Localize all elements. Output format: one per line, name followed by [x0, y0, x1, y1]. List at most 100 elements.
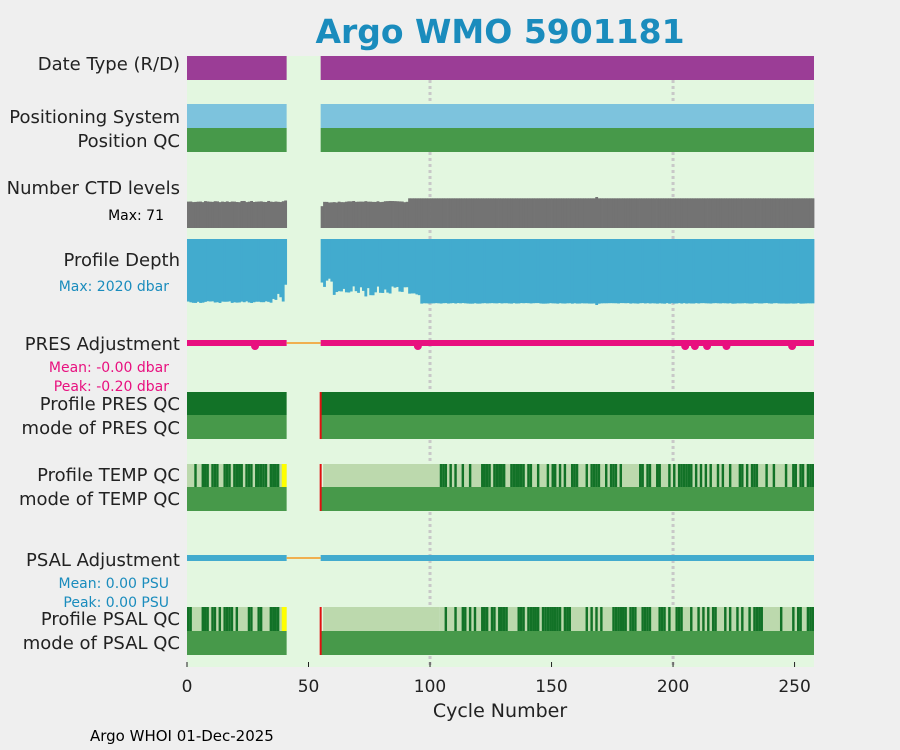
x-tick-label-50: 50 [298, 677, 320, 697]
ctd-bar [687, 198, 691, 228]
ctd-bar [801, 198, 805, 228]
pres-adjustment-dip [788, 342, 797, 350]
profile-psal-qc-dark-stripe [522, 607, 525, 631]
depth-bar [430, 239, 433, 304]
ctd-bar [750, 198, 754, 228]
depth-bar [556, 239, 560, 304]
profile-psal-qc-label: Profile PSAL QC [41, 609, 180, 630]
depth-bar [456, 239, 460, 304]
ctd-bar [502, 198, 506, 228]
depth-bar [607, 239, 611, 304]
ctd-bar [279, 202, 283, 228]
profile-psal-qc-dark-stripe [536, 607, 540, 631]
depth-bar [602, 239, 606, 304]
depth-bar [799, 239, 803, 304]
ctd-bar [461, 198, 465, 228]
depth-bar [663, 239, 667, 304]
data-marks [187, 56, 815, 655]
profile-psal-qc-dark-stripe [493, 607, 496, 631]
depth-bar [225, 239, 229, 302]
psal-mean-label: Mean: 0.00 PSU [58, 576, 169, 592]
profile-psal-qc-dark-stripe [736, 607, 739, 631]
profile-temp-qc-dark-stripe [264, 464, 268, 487]
ctd-bar [519, 198, 523, 228]
ctd-bar [726, 198, 730, 228]
profile-temp-qc-dark-stripe [745, 464, 749, 487]
depth-bar [512, 239, 516, 304]
profile-psal-qc-dark-stripe [201, 607, 205, 631]
ctd-bar [670, 198, 674, 228]
depth-bar [500, 239, 504, 304]
depth-bar [806, 239, 810, 304]
ctd-bar [417, 198, 421, 228]
profile-temp-qc-dark-stripe [240, 464, 243, 487]
profile-temp-qc-dark-stripe [519, 464, 523, 487]
profile-pres-qc-label: Profile PRES QC [40, 394, 180, 415]
profile-psal-qc-dark-stripe [468, 607, 472, 631]
pres-adjustment-dip [690, 342, 699, 350]
depth-bar [510, 239, 514, 304]
x-tick-label-150: 150 [535, 677, 567, 697]
profile-temp-qc-dark-stripe [553, 464, 557, 487]
depth-bar [230, 239, 234, 303]
profile-temp-qc-dark-stripe [658, 464, 661, 487]
depth-bar [478, 239, 482, 304]
profile-temp-qc-dark-stripe [680, 464, 683, 487]
depth-bar [699, 239, 703, 304]
depth-bar [420, 239, 424, 304]
depth-bar [242, 239, 246, 303]
ctd-bar [235, 202, 239, 228]
ctd-bar [641, 198, 645, 228]
ctd-bar [432, 198, 436, 228]
ctd-bar [349, 201, 353, 228]
ctd-bar [439, 198, 443, 228]
ctd-bar [476, 198, 480, 228]
ctd-bar [534, 198, 538, 228]
depth-bar [690, 239, 693, 304]
profile-psal-qc-dark-stripe [675, 607, 678, 631]
profile-temp-qc-dark-stripe [704, 464, 708, 487]
profile-psal-qc-dark-stripe [187, 607, 190, 631]
depth-bar [218, 239, 222, 303]
ctd-bar [512, 198, 516, 228]
depth-bar [276, 239, 280, 294]
depth-bar [505, 239, 509, 304]
ctd-bar [320, 206, 324, 228]
position-qc-band-0 [187, 128, 287, 152]
profile-temp-qc-yellow-flag [281, 464, 287, 487]
depth-bar [332, 239, 336, 295]
profile-temp-qc-dark-stripe [609, 464, 613, 487]
ctd-bar [264, 202, 268, 228]
profile-psal-qc-dark-stripe [527, 607, 530, 631]
depth-bar [721, 239, 725, 304]
profile-temp-qc-dark-stripe [529, 464, 533, 487]
profile-temp-qc-dark-stripe [228, 464, 231, 487]
depth-bar [413, 239, 416, 294]
depth-bar [461, 239, 465, 304]
depth-bar [726, 239, 730, 304]
depth-bar [386, 239, 390, 293]
profile-psal-qc-dark-stripe [247, 607, 251, 631]
depth-bar [238, 239, 241, 303]
depth-bar [697, 239, 701, 304]
ctd-bar [585, 198, 589, 228]
profile-temp-qc-dark-stripe [573, 464, 576, 487]
depth-bar [660, 239, 664, 304]
ctd-bar [794, 198, 798, 228]
ctd-bar [228, 202, 232, 228]
ctd-bar [760, 198, 764, 228]
profile-temp-qc-dark-stripe [794, 464, 797, 487]
depth-bar [762, 239, 766, 304]
profile-temp-qc-dark-stripe [792, 464, 795, 487]
depth-bar [422, 239, 426, 304]
chart-title: Argo WMO 5901181 [315, 12, 684, 51]
profile-temp-qc-dark-stripe [755, 464, 759, 487]
profile-psal-qc-dark-stripe [549, 607, 552, 631]
profile-temp-qc-dark-stripe [641, 464, 644, 487]
profile-psal-qc-dark-stripe [189, 607, 192, 631]
profile-psal-qc-dark-stripe [585, 607, 588, 631]
ctd-bar [369, 201, 373, 228]
depth-bar [405, 239, 409, 288]
profile-temp-qc-dark-stripe [512, 464, 516, 487]
depth-bar [711, 239, 715, 304]
